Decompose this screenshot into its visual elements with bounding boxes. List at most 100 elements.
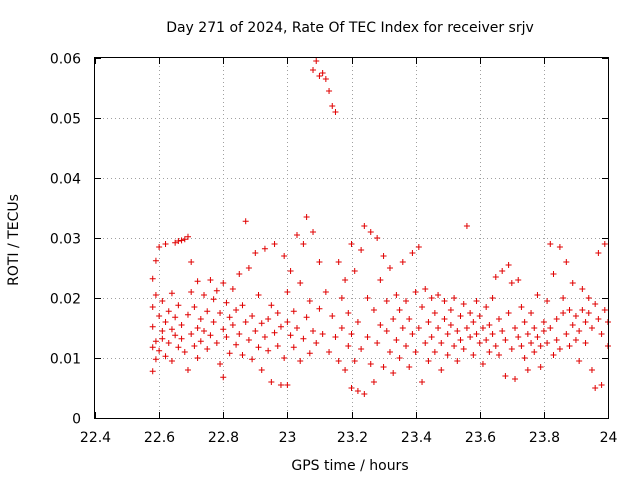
data-point — [470, 319, 477, 325]
data-point — [184, 311, 191, 318]
data-point — [386, 265, 393, 271]
data-point — [255, 344, 262, 351]
data-point — [364, 334, 371, 340]
data-point — [239, 302, 246, 309]
data-point — [521, 355, 528, 361]
data-point — [348, 331, 355, 337]
data-point — [210, 296, 217, 303]
data-point — [332, 334, 339, 340]
data-point — [367, 229, 374, 235]
data-point — [226, 350, 233, 357]
data-point — [390, 370, 397, 376]
data-point — [345, 310, 352, 316]
data-point — [460, 346, 467, 352]
data-point — [242, 218, 249, 225]
data-point — [207, 277, 214, 283]
data-point — [149, 323, 156, 330]
data-point — [223, 299, 230, 306]
data-point — [457, 313, 464, 319]
data-point — [165, 340, 172, 346]
data-point — [585, 295, 592, 301]
data-point — [229, 286, 236, 292]
y-tick-label: 0.05 — [50, 112, 81, 128]
data-point — [431, 310, 438, 316]
data-point — [293, 325, 300, 331]
data-point — [495, 352, 502, 358]
data-point — [194, 278, 201, 285]
data-point — [447, 307, 454, 313]
data-point — [370, 379, 377, 385]
data-point — [441, 316, 448, 322]
data-point — [518, 304, 525, 310]
data-point — [383, 298, 390, 304]
data-point — [281, 253, 288, 259]
data-point — [438, 340, 445, 346]
data-point — [358, 247, 365, 253]
data-point — [476, 313, 483, 319]
data-point — [399, 259, 406, 265]
data-point — [512, 376, 519, 382]
data-point — [579, 286, 586, 292]
data-point — [425, 358, 432, 364]
data-point — [354, 319, 361, 325]
data-point — [159, 328, 166, 334]
data-point — [476, 340, 483, 346]
data-point — [290, 308, 297, 315]
x-tick-label: 23.6 — [465, 430, 496, 446]
data-point — [194, 325, 201, 331]
data-point — [377, 322, 384, 328]
data-point — [149, 344, 156, 351]
data-point — [322, 289, 329, 295]
data-point — [454, 328, 461, 334]
data-point — [287, 332, 294, 339]
data-point — [569, 322, 576, 328]
data-point — [213, 287, 220, 294]
data-point — [422, 286, 429, 292]
data-point — [467, 334, 474, 340]
data-point — [252, 328, 259, 334]
data-point — [175, 302, 182, 309]
data-point — [463, 325, 470, 331]
data-point — [316, 305, 323, 312]
data-point — [457, 337, 464, 343]
data-point — [191, 343, 198, 349]
data-point — [284, 319, 291, 325]
data-point — [265, 316, 272, 322]
data-point — [393, 337, 400, 343]
y-tick-label: 0 — [72, 412, 81, 428]
data-point — [223, 334, 230, 340]
data-point — [210, 319, 217, 325]
data-point — [415, 325, 422, 331]
data-point — [585, 310, 592, 316]
data-point — [265, 347, 272, 354]
data-point — [181, 349, 188, 355]
data-point — [438, 367, 445, 373]
data-point — [556, 346, 563, 352]
data-point — [377, 277, 384, 283]
data-point — [191, 304, 198, 310]
data-point — [149, 304, 156, 310]
data-point — [566, 343, 573, 349]
data-point — [152, 356, 159, 363]
data-point — [168, 326, 175, 333]
data-point — [451, 295, 458, 301]
data-point — [268, 379, 275, 385]
data-point — [470, 352, 477, 358]
data-point — [406, 316, 413, 322]
data-point — [566, 307, 573, 313]
data-point — [435, 292, 442, 298]
y-axis-ticks: 0 0.01 0.02 0.03 0.04 0.05 0.06 — [50, 52, 608, 428]
data-point — [592, 301, 599, 307]
data-point — [505, 262, 512, 268]
data-point — [550, 271, 557, 277]
data-point — [534, 292, 541, 298]
data-point — [428, 295, 435, 301]
y-tick-label: 0.03 — [50, 232, 81, 248]
data-point — [310, 229, 317, 235]
data-point — [579, 307, 586, 313]
data-point — [582, 340, 589, 346]
data-point — [217, 361, 224, 367]
data-point — [175, 344, 182, 351]
data-point — [172, 239, 179, 246]
data-point — [553, 316, 560, 322]
